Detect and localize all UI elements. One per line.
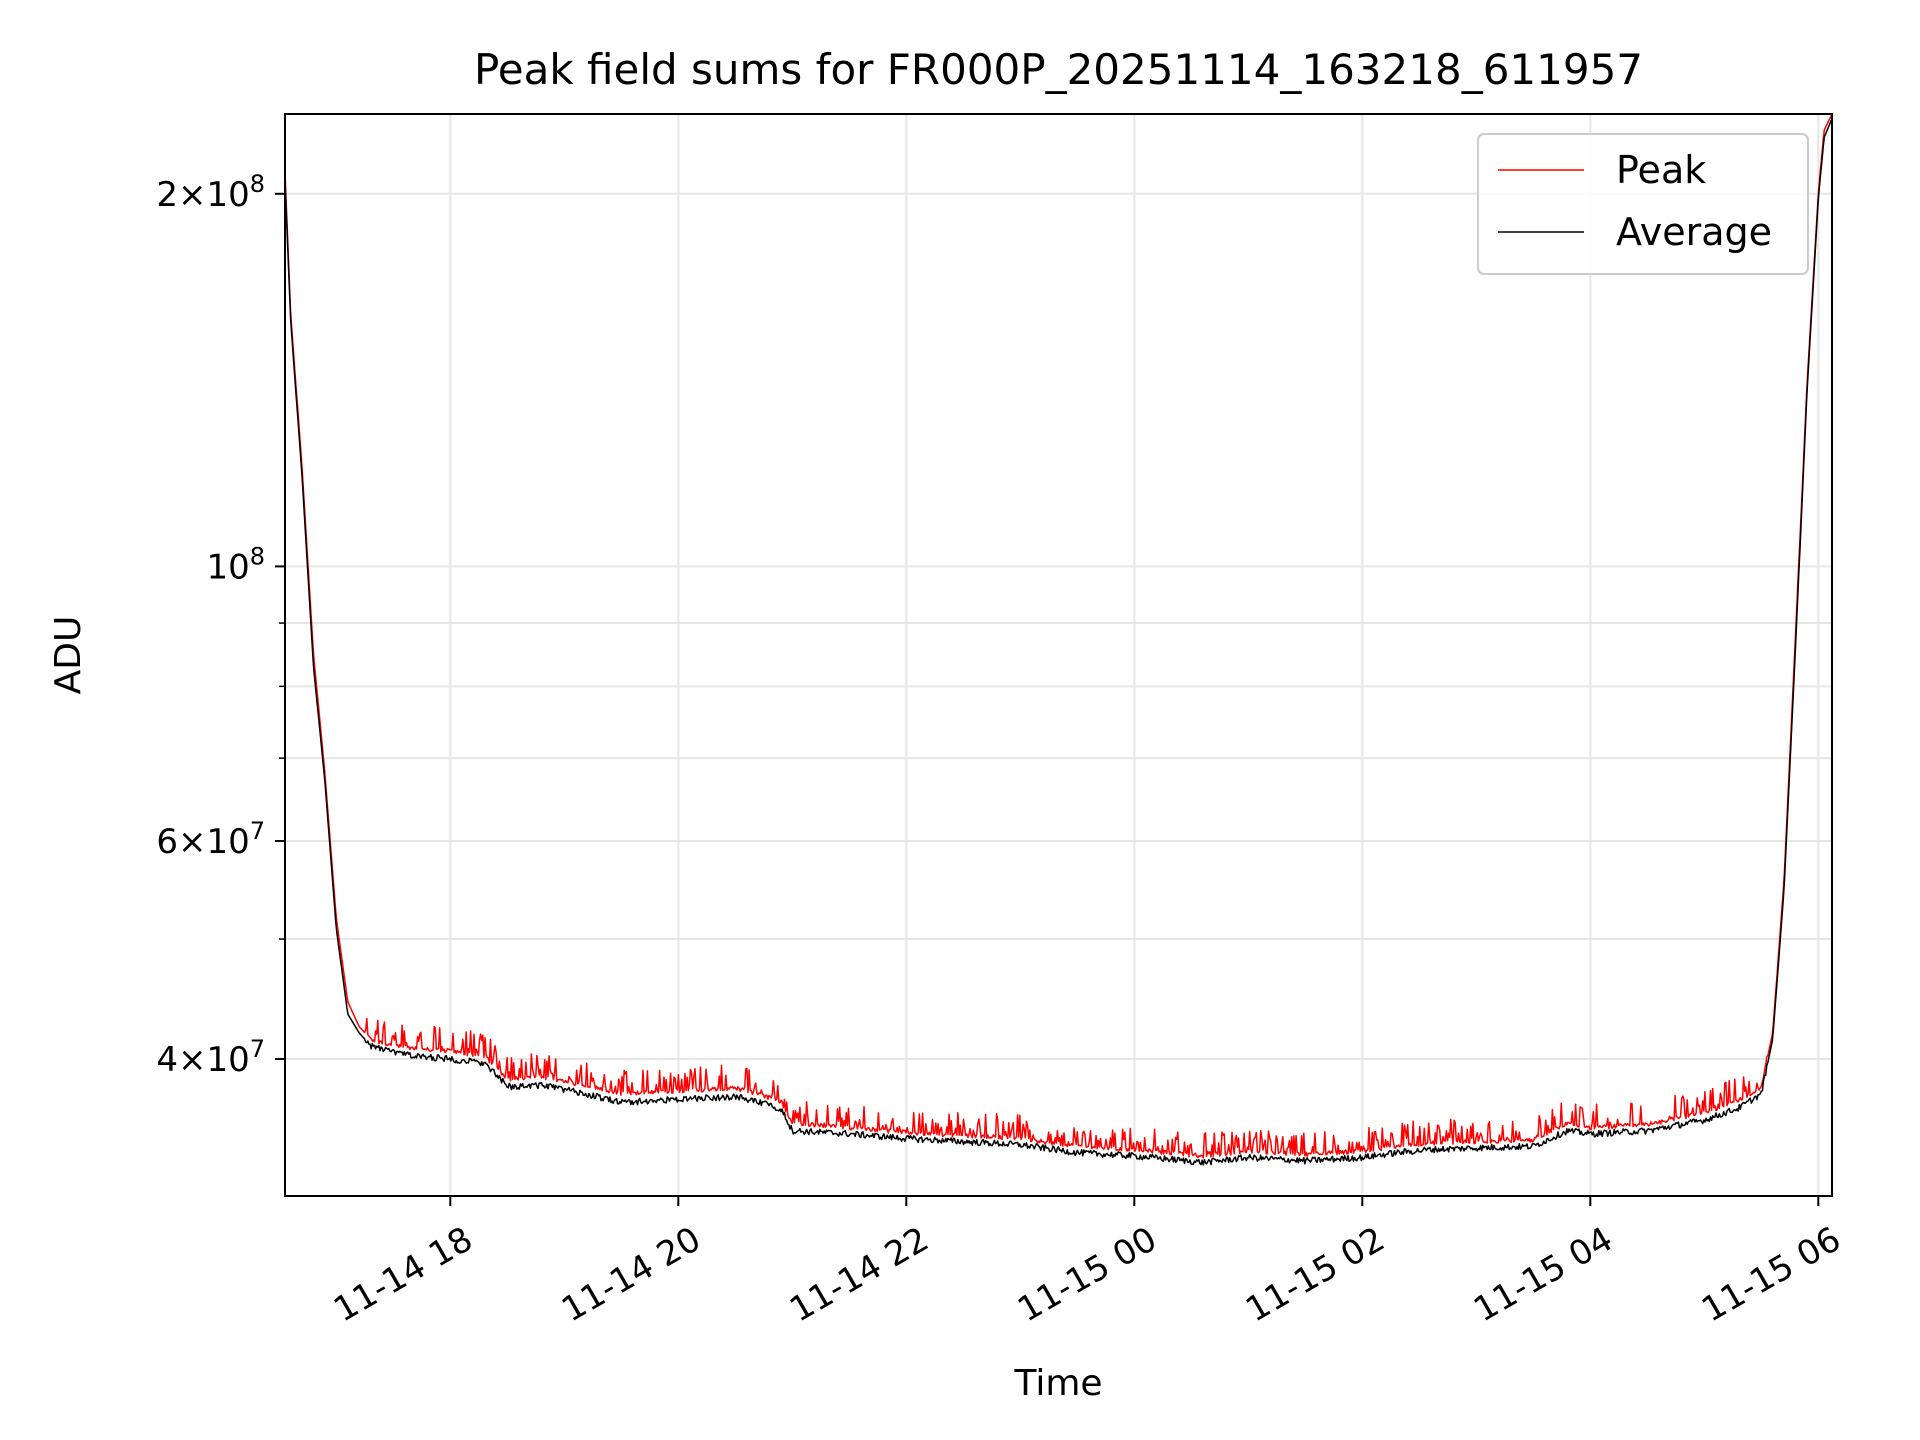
plot-frame [284,113,1833,1197]
legend-box [1477,133,1809,275]
series-layer [285,114,1832,1166]
y-tick-label: 2×108 [156,170,265,215]
series-line-average [285,118,1832,1166]
legend-label-average: Average [1616,210,1772,254]
legend-label-peak: Peak [1616,148,1706,192]
y-tick-label: 108 [206,542,265,587]
legend: Peak Average [1477,133,1809,275]
chart-title: Peak field sums for FR000P_20251114_1632… [474,45,1643,94]
y-tick-label: 6×107 [156,817,265,862]
y-axis-label: ADU [48,616,89,695]
y-tick-label: 4×107 [156,1035,265,1080]
series-line-peak [285,114,1832,1159]
x-axis-label: Time [1013,1363,1102,1404]
